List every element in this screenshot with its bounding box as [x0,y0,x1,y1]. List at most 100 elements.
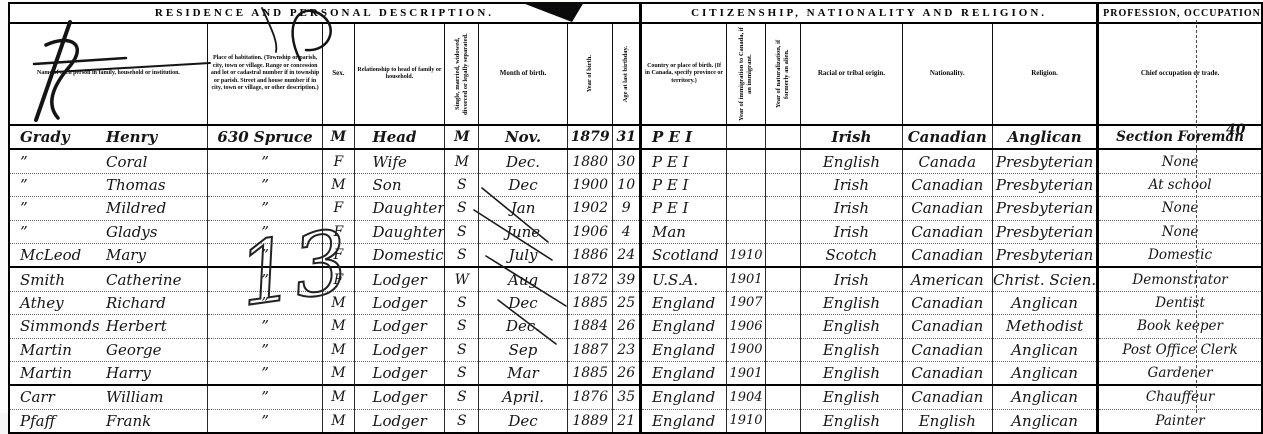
surname: Pfaff [20,411,56,430]
col-header-occupation-label: Chief occupation or trade. [1140,69,1220,78]
racial-origin-cell: Irish [800,125,903,151]
marital-status-cell: S [444,243,479,269]
age-cell: 30 [612,149,641,174]
place-cell: ” [206,196,323,221]
naturalization-year-cell [764,196,801,221]
occupation-cell: None [1096,220,1262,244]
racial-origin-cell: English [800,361,903,387]
given-name: Herbert [105,317,167,336]
col-header-nationality-label: Nationality. [929,69,965,78]
age-cell: 23 [612,338,641,362]
name-cell: Martin Harry [8,361,208,387]
country-of-birth-cell: P E I [638,125,727,151]
nationality-cell: American [901,267,993,292]
country-of-birth-cell: P E I [638,173,727,198]
country-of-birth-cell: England [638,361,727,387]
occupation-cell: None [1096,149,1262,174]
marital-status-cell: S [444,385,479,410]
col-header-relationship: Relationship to head of family or househ… [353,23,445,126]
given-name: Henry [105,128,158,147]
racial-origin-cell: English [800,314,903,339]
religion-cell: Christ. Scien. [991,267,1098,292]
country-of-birth-cell: England [638,338,727,362]
surname: Grady [20,128,70,147]
birth-month-cell: April. [478,385,568,410]
table-row: ” Thomas ” M Son S Dec 1900 10 P E I Iris… [8,173,1262,198]
birth-month-cell: Dec [478,173,568,198]
name-cell: ” Gladys [8,220,208,244]
occupation-cell: Section Foreman [1096,125,1262,151]
col-header-religion-label: Religion. [1031,69,1058,78]
section-citizenship: CITIZENSHIP, NATIONALITY AND RELIGION. [638,3,1098,24]
racial-origin-cell: English [800,338,903,362]
relationship-cell: Wife [353,149,445,174]
birth-month-cell: Jan [478,196,568,221]
nationality-cell: Canadian [901,385,993,410]
sex-cell: M [322,125,355,151]
given-name: Mary [105,246,146,265]
sex-cell: M [322,338,355,362]
birth-year-cell: 1876 [566,385,613,410]
col-header-relationship-label: Relationship to head of family or househ… [357,66,442,81]
sex-cell: F [322,243,355,269]
place-cell: ” [206,149,323,174]
col-header-year: Year of birth. [566,23,613,126]
religion-cell: Presbyterian [991,173,1098,198]
col-header-immigration: Year of immigration to Canada, if an imm… [726,23,766,126]
place-cell: ” [206,361,323,387]
place-cell: ” [206,173,323,198]
religion-cell: Methodist [991,314,1098,339]
sex-cell: F [322,220,355,244]
census-scan-sheet: RESIDENCE AND PERSONAL DESCRIPTION. CITI… [8,2,1263,434]
surname: ” [20,199,28,218]
section-residence: RESIDENCE AND PERSONAL DESCRIPTION. [8,3,641,24]
occupation-cell: None [1096,196,1262,221]
table-row: Smith Catherine ” F Lodger W Aug 1872 39 … [8,267,1262,292]
place-cell: ” [206,291,323,316]
col-header-month-label: Month of birth. [499,69,547,78]
immigration-year-cell [726,196,766,221]
marital-status-cell: W [444,267,479,292]
sex-cell: M [322,291,355,316]
country-of-birth-cell: P E I [638,196,727,221]
naturalization-year-cell [764,220,801,244]
col-header-month: Month of birth. [478,23,568,126]
naturalization-year-cell [764,314,801,339]
name-cell: McLeod Mary [8,243,208,269]
name-cell: Simmonds Herbert [8,314,208,339]
table-row: McLeod Mary ” F Domestic S July 1886 24 S… [8,243,1262,269]
place-cell: ” [206,267,323,292]
birth-year-cell: 1887 [566,338,613,362]
occupation-cell: Chauffeur [1096,385,1262,410]
nationality-cell: Canadian [901,338,993,362]
nationality-cell: Canadian [901,361,993,387]
birth-year-cell: 1902 [566,196,613,221]
place-cell: 630 Spruce [206,125,323,151]
surname: Martin [20,340,72,359]
table-row: Martin Harry ” M Lodger S Mar 1885 26 Eng… [8,361,1262,387]
occupation-cell: Domestic [1096,243,1262,269]
birth-year-cell: 1879 [566,125,613,151]
place-cell: ” [206,243,323,269]
sex-cell: F [322,149,355,174]
nationality-cell: Canadian [901,243,993,269]
immigration-year-cell [726,125,766,151]
surname: McLeod [20,246,82,265]
racial-origin-cell: English [800,385,903,410]
table-row: Simmonds Herbert ” M Lodger S Dec. 1884 2… [8,314,1262,339]
naturalization-year-cell [764,243,801,269]
section-residence-label: RESIDENCE AND PERSONAL DESCRIPTION. [154,7,495,19]
age-cell: 24 [612,243,641,269]
given-name: Frank [105,411,152,430]
naturalization-year-cell [764,173,801,198]
racial-origin-cell: Scotch [800,243,903,269]
name-cell: ” Mildred [8,196,208,221]
relationship-cell: Head [353,125,445,151]
relationship-cell: Lodger [353,361,445,387]
country-of-birth-cell: U.S.A. [638,267,727,292]
naturalization-year-cell [764,149,801,174]
birth-month-cell: June [478,220,568,244]
marital-status-cell: S [444,173,479,198]
racial-origin-cell: Irish [800,173,903,198]
immigration-year-cell [726,220,766,244]
